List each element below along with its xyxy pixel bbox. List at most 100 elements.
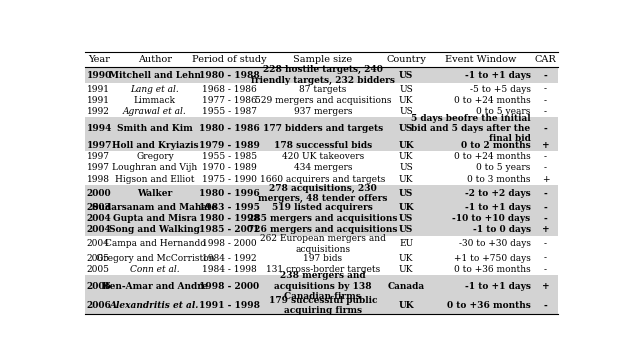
Text: +: + <box>542 226 550 235</box>
Text: 1997: 1997 <box>87 163 110 172</box>
Text: -: - <box>544 214 548 223</box>
Text: CAR: CAR <box>535 55 557 64</box>
Text: Sample size: Sample size <box>293 55 352 64</box>
Text: UK: UK <box>399 175 413 184</box>
Text: +: + <box>542 282 550 291</box>
Text: UK: UK <box>398 141 414 150</box>
Text: 1991 - 1998: 1991 - 1998 <box>199 301 260 310</box>
Text: 1984 - 1992: 1984 - 1992 <box>202 253 257 262</box>
Text: 278 acquisitions, 230
mergers, 48 tender offers: 278 acquisitions, 230 mergers, 48 tender… <box>258 184 388 203</box>
Text: Period of study: Period of study <box>192 55 267 64</box>
Bar <box>85 67 558 83</box>
Text: -1 to +1 days: -1 to +1 days <box>465 71 530 80</box>
Text: Gupta and Misra: Gupta and Misra <box>113 214 197 223</box>
Text: 2006: 2006 <box>87 282 112 291</box>
Text: 0 to 3 months: 0 to 3 months <box>467 175 530 184</box>
Text: Sudarsanam and Mahate: Sudarsanam and Mahate <box>92 203 218 212</box>
Text: 2003: 2003 <box>87 203 112 212</box>
Text: 937 mergers: 937 mergers <box>293 107 352 116</box>
Text: 1979 - 1989: 1979 - 1989 <box>199 141 260 150</box>
Text: 1984 - 1998: 1984 - 1998 <box>202 265 257 274</box>
Text: Conn et al.: Conn et al. <box>130 265 180 274</box>
Text: -1 to +1 days: -1 to +1 days <box>465 203 530 212</box>
Text: -10 to +10 days: -10 to +10 days <box>453 214 530 223</box>
Text: 285 mergers and acquisitions: 285 mergers and acquisitions <box>248 214 397 223</box>
Bar <box>85 275 558 297</box>
Text: -2 to +2 days: -2 to +2 days <box>465 189 530 198</box>
Bar <box>85 297 558 314</box>
Text: -: - <box>544 189 548 198</box>
Text: 1970 - 1989: 1970 - 1989 <box>202 163 257 172</box>
Text: -: - <box>544 203 548 212</box>
Bar <box>85 213 558 224</box>
Text: 0 to +36 months: 0 to +36 months <box>447 301 530 310</box>
Text: 178 successful bids: 178 successful bids <box>273 141 372 150</box>
Text: UK: UK <box>399 152 413 161</box>
Text: 1983 - 1995: 1983 - 1995 <box>199 203 260 212</box>
Text: Event Window: Event Window <box>445 55 516 64</box>
Text: -: - <box>544 253 547 262</box>
Text: 1991: 1991 <box>87 85 110 94</box>
Text: Gregory: Gregory <box>136 152 174 161</box>
Text: Song and Walking: Song and Walking <box>109 226 200 235</box>
Text: -1 to 0 days: -1 to 0 days <box>473 226 530 235</box>
Text: 87 targets: 87 targets <box>299 85 347 94</box>
Text: 1977 - 1986: 1977 - 1986 <box>202 96 257 105</box>
Text: -: - <box>544 96 547 105</box>
Text: -: - <box>544 124 548 133</box>
Text: 0 to 5 years: 0 to 5 years <box>476 163 530 172</box>
Text: -: - <box>544 71 548 80</box>
Text: US: US <box>399 189 413 198</box>
Text: Holl and Kryiazis: Holl and Kryiazis <box>112 141 198 150</box>
Text: 519 listed acquirers: 519 listed acquirers <box>272 203 373 212</box>
Text: US: US <box>399 124 413 133</box>
Text: -: - <box>544 107 547 116</box>
Text: Country: Country <box>386 55 426 64</box>
Bar <box>85 117 558 139</box>
Text: 1980 - 1996: 1980 - 1996 <box>199 189 260 198</box>
Text: 1991: 1991 <box>87 96 110 105</box>
Text: Campa and Hernando: Campa and Hernando <box>105 240 205 248</box>
Text: 434 mergers: 434 mergers <box>293 163 352 172</box>
Text: EU: EU <box>399 240 413 248</box>
Text: 1975 - 1990: 1975 - 1990 <box>202 175 257 184</box>
Text: UK: UK <box>399 96 413 105</box>
Text: Loughran and Vijh: Loughran and Vijh <box>112 163 198 172</box>
Text: 197 bids: 197 bids <box>303 253 342 262</box>
Text: 1980 - 1988: 1980 - 1988 <box>199 71 260 80</box>
Text: US: US <box>399 85 413 94</box>
Text: US: US <box>399 107 413 116</box>
Text: US: US <box>399 71 413 80</box>
Text: 238 mergers and
acquisitions by 138
Canadian firms: 238 mergers and acquisitions by 138 Cana… <box>274 271 372 301</box>
Text: 0 to 2 months: 0 to 2 months <box>461 141 530 150</box>
Text: 0 to +24 months: 0 to +24 months <box>454 152 530 161</box>
Text: 726 mergers and acquisitions: 726 mergers and acquisitions <box>248 226 397 235</box>
Text: -: - <box>544 240 547 248</box>
Text: Agrawal et al.: Agrawal et al. <box>123 107 187 116</box>
Text: US: US <box>399 163 413 172</box>
Text: UK: UK <box>399 265 413 274</box>
Text: 228 hostile targets, 240
friendly targets, 232 bidders: 228 hostile targets, 240 friendly target… <box>251 66 395 85</box>
Text: 131 cross-border targets: 131 cross-border targets <box>266 265 380 274</box>
Text: Canada: Canada <box>388 282 425 291</box>
Text: 1997: 1997 <box>87 141 112 150</box>
Text: 1660 acquirers and targets: 1660 acquirers and targets <box>260 175 385 184</box>
Text: 1997: 1997 <box>87 152 110 161</box>
Bar <box>85 139 558 151</box>
Text: 2000: 2000 <box>87 189 111 198</box>
Text: -: - <box>544 265 547 274</box>
Text: +1 to +750 days: +1 to +750 days <box>454 253 530 262</box>
Text: UK: UK <box>398 301 414 310</box>
Text: -5 to +5 days: -5 to +5 days <box>469 85 530 94</box>
Text: US: US <box>399 226 413 235</box>
Text: 0 to +36 months: 0 to +36 months <box>454 265 530 274</box>
Text: US: US <box>399 214 413 223</box>
Text: -: - <box>544 152 547 161</box>
Text: 1985 - 2001: 1985 - 2001 <box>200 226 259 235</box>
Text: 1955 - 1987: 1955 - 1987 <box>202 107 257 116</box>
Text: 177 bidders and targets: 177 bidders and targets <box>263 124 383 133</box>
Text: Higson and Elliot: Higson and Elliot <box>115 175 195 184</box>
Text: 5 days beofre the initial
bid and 5 days after the
final bid: 5 days beofre the initial bid and 5 days… <box>411 114 530 143</box>
Text: 2004: 2004 <box>87 240 110 248</box>
Text: 2004: 2004 <box>87 226 112 235</box>
